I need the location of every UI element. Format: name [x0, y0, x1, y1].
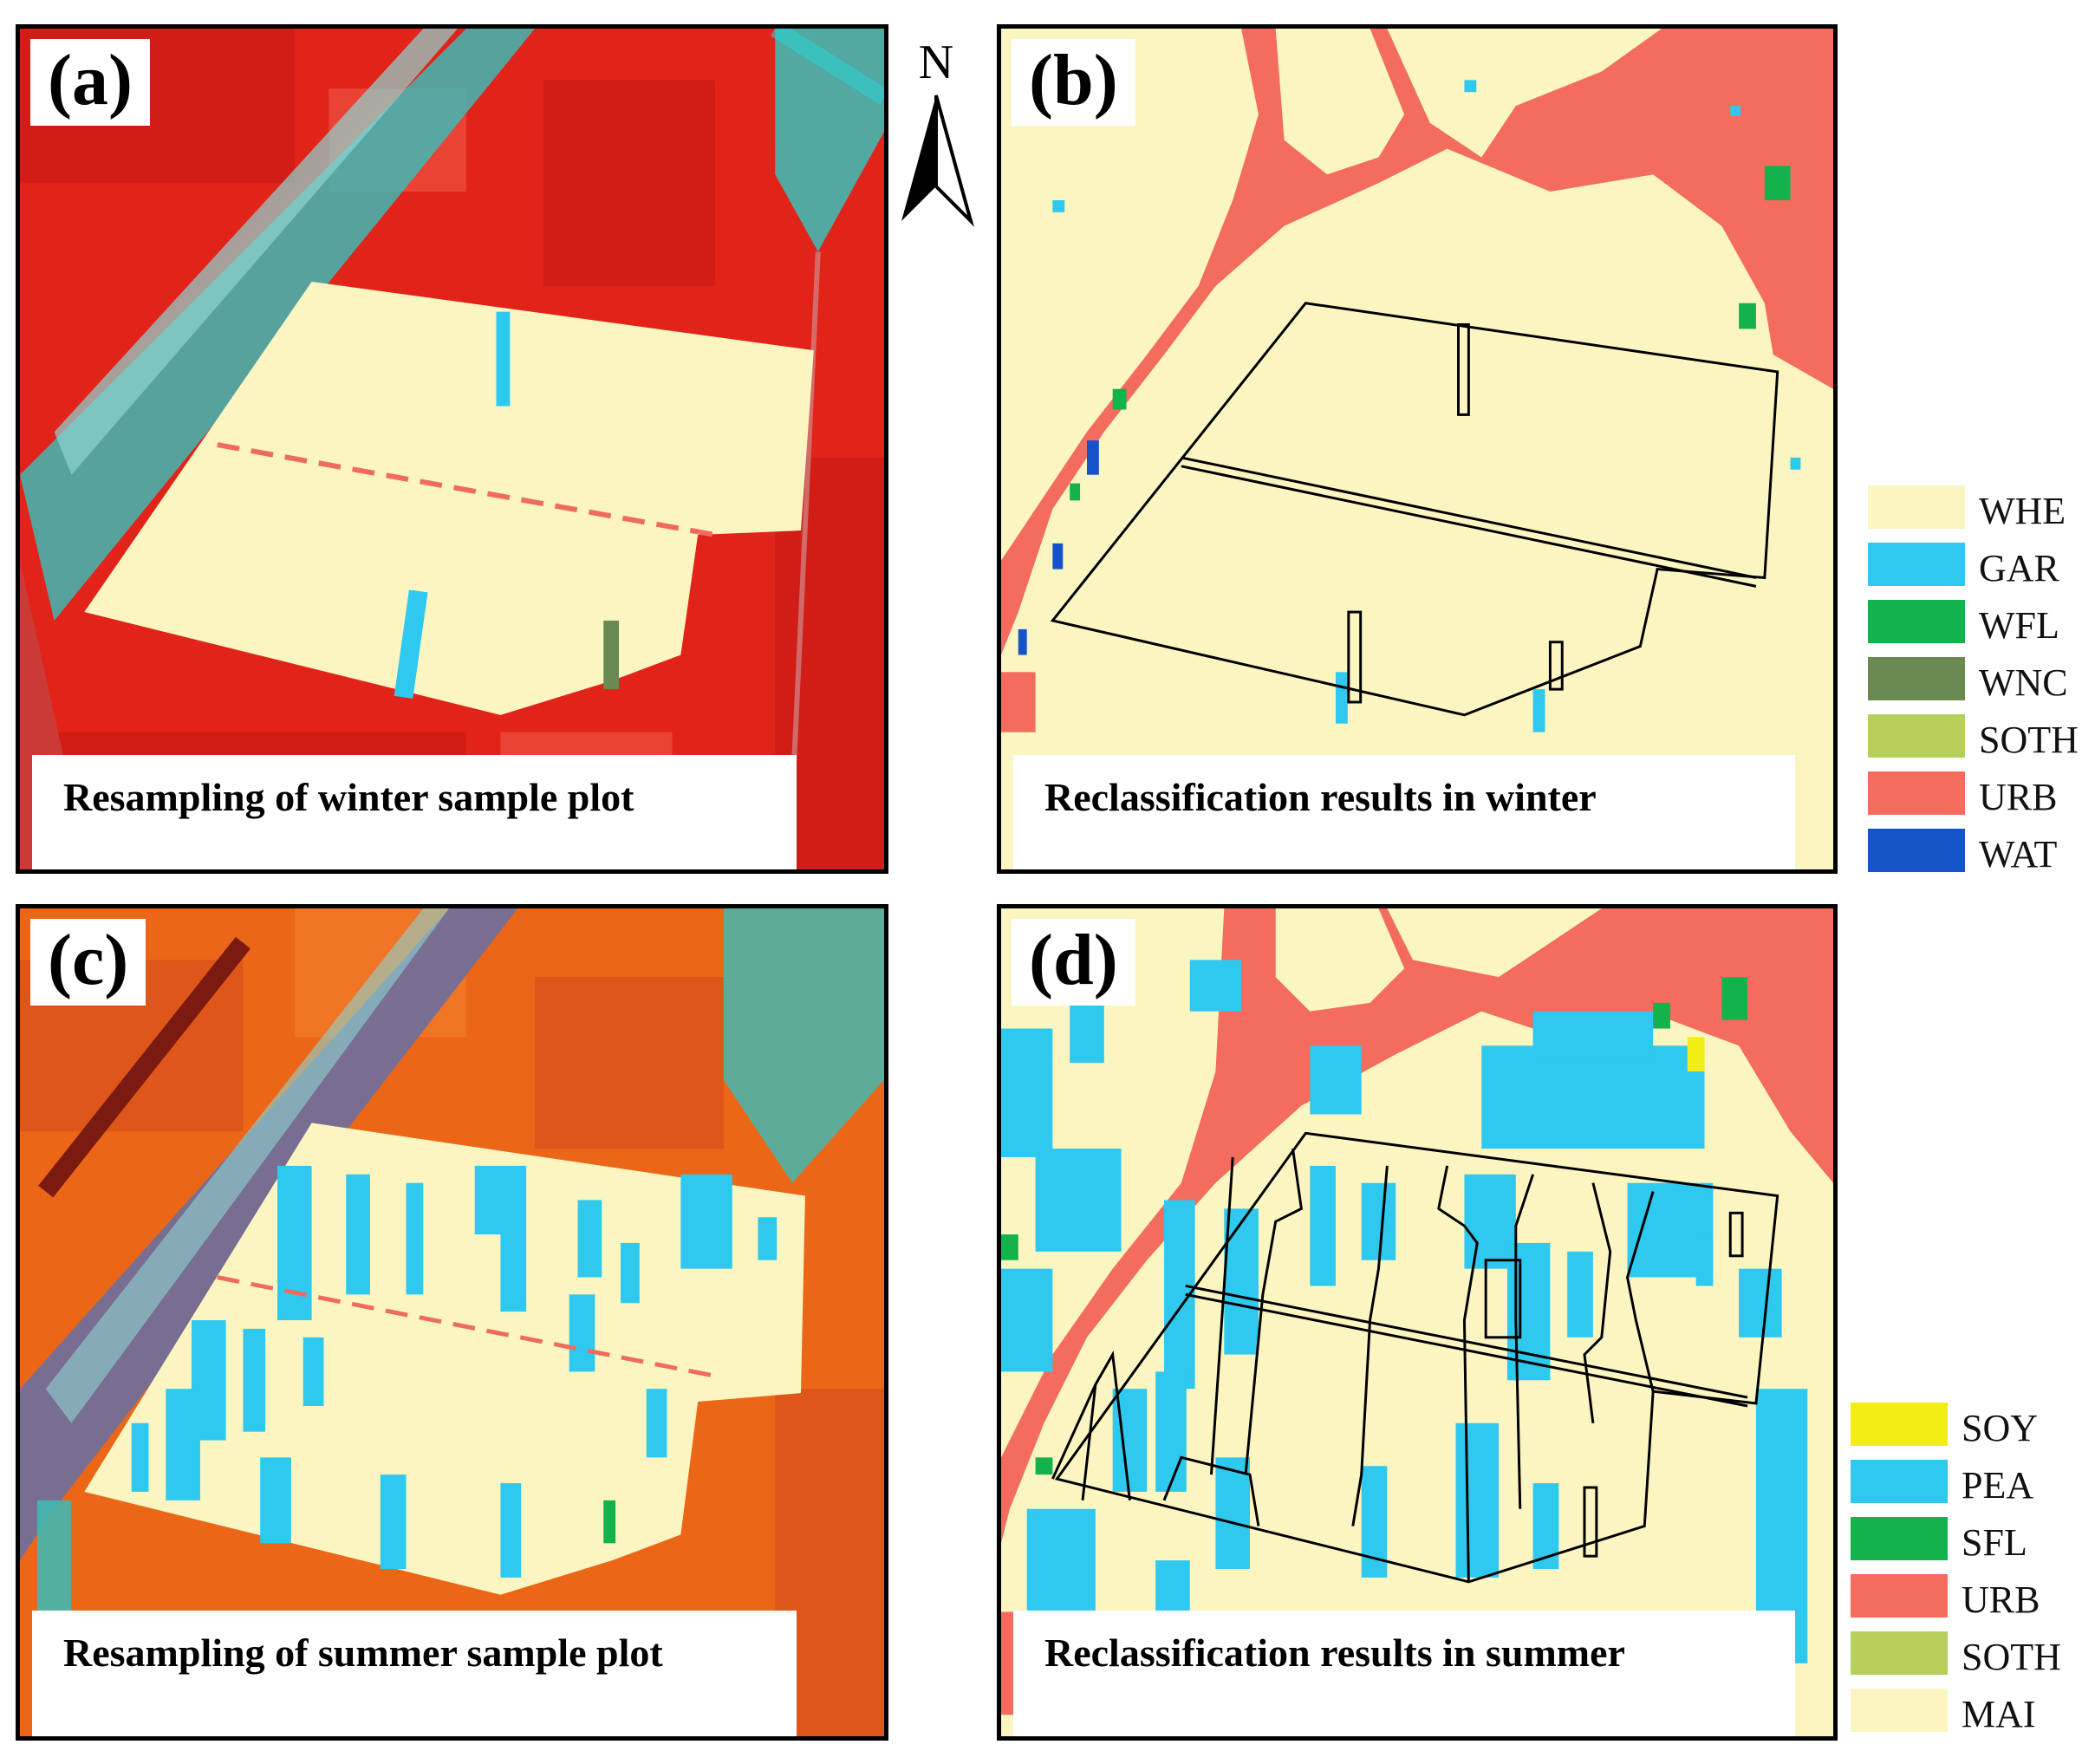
panel-a-caption: Resampling of winter sample plot	[32, 755, 797, 869]
legend-swatch	[1868, 657, 1965, 700]
legend-swatch	[1851, 1631, 1948, 1675]
legend-swatch	[1868, 771, 1965, 815]
legend-swatch	[1868, 543, 1965, 586]
legend-label: WNC	[1979, 661, 2068, 704]
legend-swatch	[1851, 1574, 1948, 1618]
north-arrow-right-half	[934, 94, 974, 227]
legend-label: WFL	[1979, 604, 2059, 647]
legend-swatch	[1851, 1517, 1948, 1560]
panel-b-caption: Reclassification results in winter	[1013, 755, 1795, 869]
legend-label: SFL	[1962, 1521, 2027, 1564]
north-arrow: N	[893, 35, 979, 234]
north-arrow-label: N	[919, 36, 953, 89]
panel-d-label: (d)	[1012, 919, 1135, 1006]
summer-false-color-image	[20, 908, 884, 1736]
legend-swatch	[1868, 600, 1965, 643]
winter-false-color-image	[20, 29, 884, 869]
legend-label: URB	[1979, 776, 2058, 818]
legend-label: WAT	[1979, 833, 2058, 875]
panel-c-caption: Resampling of summer sample plot	[32, 1611, 797, 1736]
winter-classification-map	[1001, 29, 1833, 869]
legend-swatch	[1868, 829, 1965, 872]
panel-b-winter-reclassification: (b) Reclassification results in winter	[997, 24, 1838, 874]
panel-c-label: (c)	[30, 919, 146, 1006]
legend-swatch	[1851, 1689, 1948, 1732]
legend-swatch	[1868, 485, 1965, 529]
north-arrow-left-half	[901, 95, 936, 221]
panel-d-summer-reclassification: (d) Reclassification results in summer	[997, 904, 1838, 1741]
panel-b-label: (b)	[1012, 39, 1135, 126]
legend-label: WHE	[1979, 490, 2066, 532]
legend-label: SOTH	[1979, 719, 2079, 761]
legend-swatch	[1851, 1460, 1948, 1503]
legend-label: URB	[1962, 1578, 2040, 1621]
legend-label: PEA	[1962, 1464, 2034, 1507]
panel-a-winter-resampling: (a) Resampling of winter sample plot	[16, 24, 888, 874]
legend-swatch	[1868, 714, 1965, 758]
panel-c-summer-resampling: (c) Resampling of summer sample plot	[16, 904, 888, 1741]
legend-label: SOTH	[1962, 1636, 2061, 1678]
panel-a-label: (a)	[30, 39, 150, 126]
summer-classification-map	[1001, 908, 1833, 1736]
legend-label: GAR	[1979, 547, 2059, 589]
legend-label: SOY	[1962, 1407, 2039, 1449]
panel-d-caption: Reclassification results in summer	[1013, 1611, 1795, 1736]
legend-swatch	[1851, 1403, 1948, 1446]
legend-label: MAI	[1962, 1693, 2036, 1735]
